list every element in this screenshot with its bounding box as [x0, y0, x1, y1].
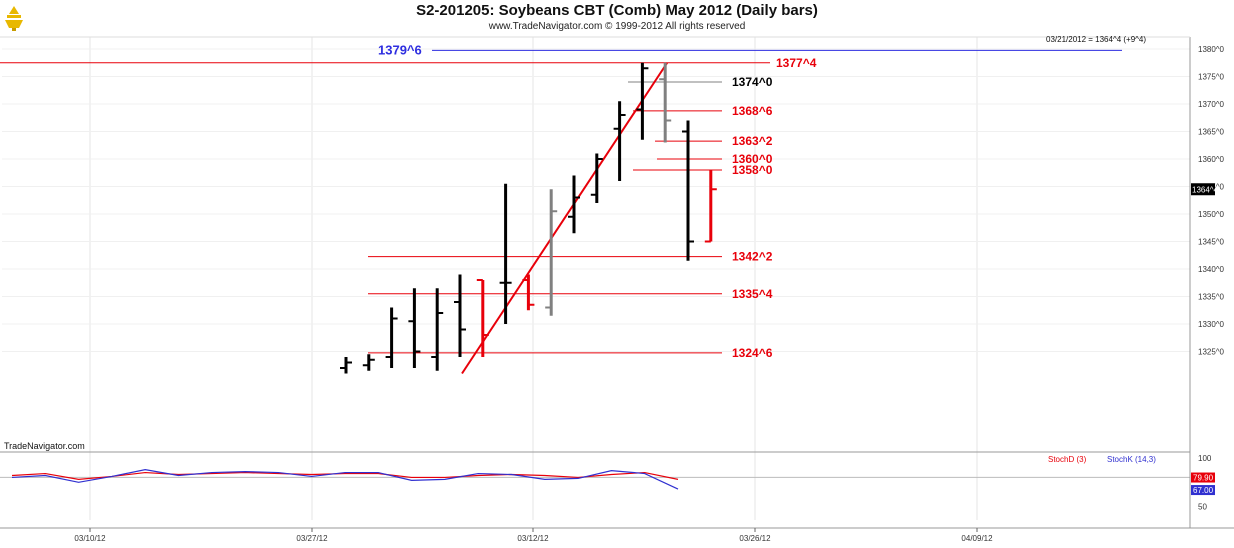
- stoch-tick-label: 50: [1198, 503, 1207, 512]
- price-marker-label: 1364^4: [1192, 185, 1219, 194]
- price-level-label: 1342^2: [732, 250, 773, 264]
- stoch-line-k: [11, 469, 679, 490]
- y-tick-label: 1345^0: [1198, 238, 1225, 247]
- stochastic-panel: 79.90 67.00: [0, 469, 1215, 496]
- ohlc-bars: [340, 62, 717, 374]
- stoch-marker-box: [1191, 472, 1215, 483]
- price-level-label: 1335^4: [732, 287, 773, 301]
- price-level-label: 1379^6: [378, 42, 422, 57]
- stoch-marker-box: [1191, 485, 1215, 496]
- y-tick-label: 1325^0: [1198, 348, 1225, 357]
- price-level-label: 1324^6: [732, 346, 773, 360]
- stoch-line-d: [11, 471, 679, 480]
- last-quote: 03/21/2012 = 1364^4 (+9^4): [1046, 35, 1147, 44]
- x-tick-label: 03/27/12: [296, 534, 328, 543]
- y-tick-label: 1375^0: [1198, 73, 1225, 82]
- tradenavigator-logo-icon: [3, 4, 25, 37]
- y-tick-label: 1340^0: [1198, 265, 1225, 274]
- y-tick-label: 1330^0: [1198, 320, 1225, 329]
- x-tick-label: 03/12/12: [517, 534, 549, 543]
- price-level-label: 1377^4: [776, 56, 817, 70]
- price-level-label: 1358^0: [732, 163, 773, 177]
- grid: [2, 37, 1190, 520]
- x-tick-label: 04/09/12: [961, 534, 993, 543]
- y-tick-label: 1335^0: [1198, 293, 1225, 302]
- chart-title: S2-201205: Soybeans CBT (Comb) May 2012 …: [416, 2, 818, 19]
- stoch-marker-label: 67.00: [1193, 486, 1214, 495]
- y-tick-label: 1350^0: [1198, 210, 1225, 219]
- price-level-label: 1360^0: [732, 152, 773, 166]
- axes: 1380^01375^01370^01365^01360^01355^01350…: [0, 36, 1234, 543]
- brand-text: TradeNavigator.com: [4, 441, 85, 451]
- trendline: [461, 62, 669, 375]
- price-marker-box: [1191, 183, 1215, 196]
- legend-stochd: StochD (3): [1048, 455, 1087, 464]
- legend-stochk: StochK (14,3): [1107, 455, 1156, 464]
- trendline-group: [461, 62, 669, 375]
- y-tick-label: 1370^0: [1198, 100, 1225, 109]
- y-tick-label: 1360^0: [1198, 155, 1225, 164]
- y-tick-label: 1365^0: [1198, 128, 1225, 137]
- x-tick-label: 03/10/12: [74, 534, 106, 543]
- x-tick-label: 03/26/12: [739, 534, 771, 543]
- price-level-label: 1368^6: [732, 104, 773, 118]
- y-tick-label: 1380^0: [1198, 45, 1225, 54]
- stoch-marker-label: 79.90: [1193, 474, 1214, 483]
- price-level-label: 1363^2: [732, 134, 773, 148]
- price-level-label: 1374^0: [732, 75, 773, 89]
- stoch-tick-label: 100: [1198, 454, 1212, 463]
- copyright-text: www.TradeNavigator.com © 1999-2012 All r…: [488, 21, 746, 32]
